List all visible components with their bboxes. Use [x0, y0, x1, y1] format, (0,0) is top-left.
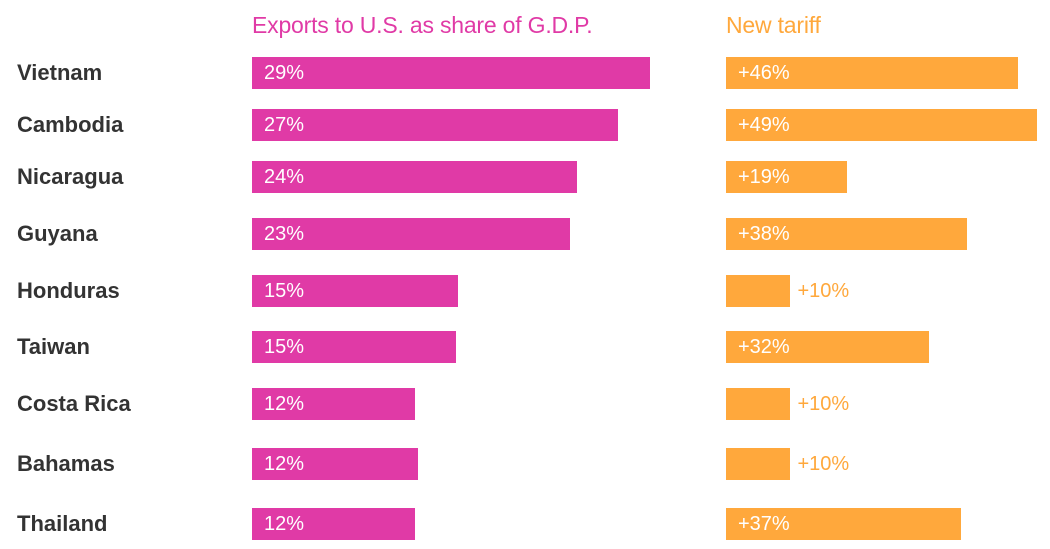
tariff-bar	[726, 275, 790, 307]
tariff-value-label: +10%	[797, 280, 850, 302]
country-label: Honduras	[17, 278, 120, 303]
exports-value-label: 15%	[264, 280, 305, 302]
exports-bar	[252, 388, 416, 420]
country-label: Nicaragua	[17, 164, 124, 189]
exports-bar	[252, 109, 619, 141]
tariff-value-label: +37%	[738, 513, 790, 535]
tariff-bar	[726, 508, 961, 540]
exports-bar	[252, 161, 578, 193]
exports-value-label: 23%	[264, 223, 305, 245]
tariff-value-label: +46%	[738, 62, 790, 84]
exports-value-label: 24%	[264, 166, 305, 188]
exports-bar	[252, 448, 418, 480]
country-label: Cambodia	[17, 112, 124, 137]
country-label: Bahamas	[17, 451, 115, 476]
exports-column-header: Exports to U.S. as share of G.D.P.	[252, 12, 593, 38]
exports-value-label: 29%	[264, 62, 305, 84]
tariff-value-label: +10%	[797, 453, 850, 475]
exports-value-label: 15%	[264, 336, 305, 358]
exports-bar	[252, 57, 650, 89]
tariff-column-header: New tariff	[726, 12, 821, 38]
tariff-bar	[726, 448, 790, 480]
country-label: Costa Rica	[17, 391, 131, 416]
tariff-bar	[726, 218, 968, 250]
tariff-bar	[726, 57, 1019, 89]
exports-value-label: 12%	[264, 453, 305, 475]
tariff-value-label: +10%	[797, 393, 850, 415]
exports-bar	[252, 331, 457, 363]
tariff-bar	[726, 331, 930, 363]
exports-value-label: 12%	[264, 513, 305, 535]
exports-value-label: 12%	[264, 393, 305, 415]
tariff-bar	[726, 161, 847, 193]
tariff-value-label: +38%	[738, 223, 790, 245]
country-label: Guyana	[17, 221, 98, 246]
exports-bar	[252, 218, 571, 250]
tariff-value-label: +49%	[738, 114, 790, 136]
exports-bar	[252, 275, 458, 307]
country-label: Thailand	[17, 511, 108, 536]
tariff-value-label: +32%	[738, 336, 790, 358]
tariff-bar	[726, 109, 1038, 141]
country-label: Vietnam	[17, 60, 103, 85]
tariff-value-label: +19%	[738, 166, 790, 188]
tariff-bar	[726, 388, 790, 420]
exports-bar	[252, 508, 416, 540]
country-label: Taiwan	[17, 334, 90, 359]
exports-value-label: 27%	[264, 114, 305, 136]
